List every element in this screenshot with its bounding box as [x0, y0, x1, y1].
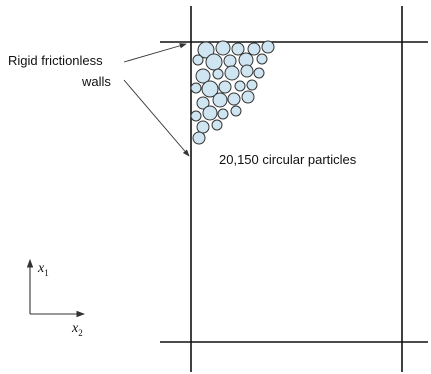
coordinate-axes: x1 x2	[26, 258, 86, 338]
particle	[234, 80, 246, 92]
particle	[215, 40, 231, 56]
particle	[224, 65, 240, 81]
particle	[261, 40, 275, 54]
particle	[190, 82, 202, 94]
arrow-to-left-wall	[123, 79, 190, 157]
axis-horizontal-label: x2	[71, 321, 83, 338]
arrow-to-top-wall	[123, 43, 187, 63]
particle	[253, 67, 265, 79]
particle	[201, 80, 219, 98]
particle	[240, 64, 254, 78]
particle	[190, 110, 202, 122]
particle	[192, 131, 206, 145]
particle	[195, 68, 211, 84]
particle	[212, 68, 224, 80]
particle	[217, 108, 229, 120]
walls-label-line2: walls	[81, 74, 111, 89]
particle	[241, 90, 255, 104]
particle	[231, 42, 245, 56]
particle	[212, 92, 228, 108]
particle	[218, 80, 232, 94]
particle	[205, 53, 223, 71]
particle	[223, 54, 237, 68]
particle	[230, 105, 242, 117]
particle	[246, 79, 258, 91]
particle-cluster	[190, 40, 275, 145]
particles-label: 20,150 circular particles	[219, 152, 357, 167]
particle	[196, 120, 210, 134]
axis-vertical-label: x1	[37, 261, 49, 278]
particle	[211, 119, 223, 131]
particle	[247, 42, 261, 56]
particle	[256, 53, 268, 65]
particle	[227, 92, 241, 106]
particle	[192, 54, 204, 66]
particle	[197, 41, 215, 59]
particle	[196, 96, 210, 110]
particle	[202, 105, 218, 121]
walls-label-line1: Rigid frictionless	[8, 53, 103, 68]
